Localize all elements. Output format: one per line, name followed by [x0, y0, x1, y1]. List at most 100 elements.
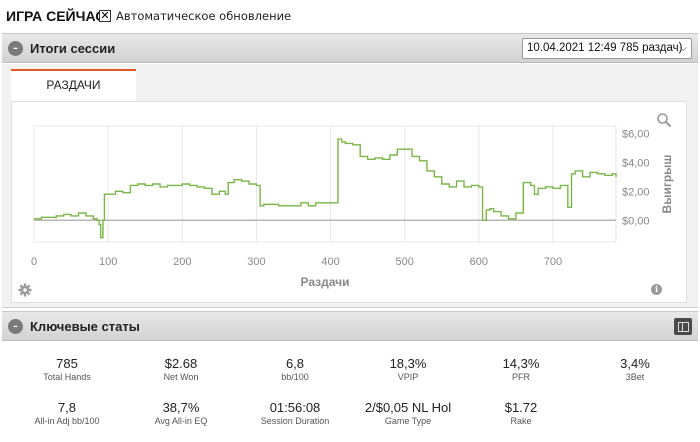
stat-game-type: 2/$0,05 NL Hol Game Type	[353, 400, 463, 426]
chart-area: РАЗДАЧИ	[2, 64, 698, 308]
stat-3bet: 3,4% 3Bet	[580, 356, 690, 382]
data-point	[418, 160, 421, 162]
data-point	[367, 158, 369, 160]
data-point	[493, 210, 495, 213]
stats-panel-title: Ключевые статы	[30, 319, 140, 334]
winnings-chart: 0 100 200 300 400 500 600 700 $0,00 $2,00 $4,00 $6,…	[31, 125, 674, 289]
data-point	[567, 206, 569, 208]
info-icon[interactable]: i	[651, 284, 662, 295]
data-point	[533, 193, 536, 195]
data-point	[203, 187, 206, 189]
data-point	[92, 218, 94, 220]
data-point	[70, 215, 72, 217]
data-point	[337, 138, 339, 140]
data-point	[441, 183, 443, 185]
data-point	[98, 224, 100, 226]
x-tick-label: 300	[247, 256, 265, 268]
data-point	[300, 202, 302, 204]
data-point	[100, 237, 102, 239]
data-point	[196, 186, 198, 188]
stat-value: 01:56:08	[269, 400, 321, 415]
data-point	[574, 170, 576, 172]
data-point	[537, 187, 539, 189]
x-tick-label: 0	[31, 256, 37, 268]
data-point	[224, 193, 226, 195]
data-point	[152, 183, 154, 185]
data-point	[144, 184, 146, 187]
stat-pfr: 14,3% PFR	[466, 356, 576, 382]
session-select-value: 10.04.2021 12:49 785 раздач)	[527, 42, 683, 54]
data-point	[604, 174, 606, 176]
data-point	[426, 170, 428, 172]
data-point	[489, 208, 491, 210]
data-point	[411, 155, 413, 158]
data-point	[96, 219, 98, 221]
data-point	[596, 173, 599, 175]
data-point	[396, 148, 398, 150]
data-point	[352, 144, 354, 146]
y-axis-label: Выигрыш	[660, 155, 674, 214]
x-tick-label: 200	[173, 256, 191, 268]
data-point	[159, 186, 161, 188]
stat-value: 7,8	[57, 400, 77, 415]
session-select[interactable]: 10.04.2021 12:49 785 раздач) ⌵	[522, 38, 692, 59]
stat-session-duration: 01:56:08 Session Duration	[240, 400, 350, 426]
y-tick-label: $0,00	[622, 215, 650, 227]
tab-hands[interactable]: РАЗДАЧИ	[11, 69, 136, 101]
data-point	[359, 155, 361, 158]
chart-container	[11, 101, 687, 303]
auto-update-checkbox[interactable]: ✕	[99, 9, 111, 22]
data-point	[174, 184, 176, 187]
auto-update-label: Автоматическое обновление	[116, 9, 292, 23]
stat-label: Net Won	[163, 372, 199, 382]
zoom-icon[interactable]	[656, 112, 672, 128]
key-stats: 785 Total Hands $2.68 Net Won 6,8 bb/100…	[2, 342, 698, 442]
data-point	[463, 186, 465, 188]
data-point	[292, 205, 295, 207]
data-point	[307, 205, 309, 207]
stat-avg-allin-eq: 38,7% Avg All-in EQ	[126, 400, 236, 426]
stat-label: VPIP	[397, 372, 419, 382]
data-point	[270, 203, 272, 205]
data-point	[552, 187, 554, 189]
session-panel-header: – Итоги сессии 10.04.2021 12:49 785 разд…	[2, 33, 698, 63]
x-axis-label: Раздачи	[301, 275, 350, 289]
plot-frame	[33, 125, 617, 243]
data-point	[389, 154, 391, 156]
data-point	[448, 186, 450, 188]
stat-label: All-in Adj bb/100	[34, 416, 100, 426]
data-point	[433, 176, 435, 178]
data-point	[559, 184, 561, 187]
stat-value: $2.68	[164, 356, 198, 371]
stat-label: PFR	[512, 372, 530, 382]
stat-label: bb/100	[281, 372, 309, 382]
data-point	[248, 183, 250, 185]
stat-bb-100: 6,8 bb/100	[240, 356, 350, 382]
auto-update-toggle[interactable]: ✕ Автоматическое обновление	[99, 9, 291, 23]
stat-rake: $1.72 Rake	[466, 400, 576, 426]
stat-label: Rake	[510, 416, 532, 426]
gear-icon[interactable]	[18, 283, 32, 297]
data-point	[103, 193, 106, 195]
data-point	[315, 202, 317, 204]
x-tick-label: 700	[544, 256, 562, 268]
data-point	[263, 203, 265, 205]
data-point	[77, 212, 80, 214]
stat-label: Avg All-in EQ	[154, 416, 208, 426]
stat-value: 14,3%	[502, 356, 540, 371]
top-bar: ИГРА СЕЙЧАС ✕ Автоматическое обновление	[0, 0, 700, 33]
data-point	[48, 216, 50, 218]
data-point	[582, 176, 584, 178]
data-point	[240, 180, 243, 182]
collapse-session-icon[interactable]: –	[8, 41, 23, 56]
collapse-stats-icon[interactable]: –	[8, 319, 23, 334]
winnings-line	[34, 138, 617, 239]
data-point	[285, 205, 287, 207]
layout-toggle-icon[interactable]	[674, 318, 692, 335]
data-point	[341, 141, 343, 143]
data-point	[500, 215, 502, 217]
data-point	[40, 216, 43, 218]
stats-panel-header: – Ключевые статы	[2, 311, 698, 341]
data-point	[570, 173, 573, 175]
data-point	[329, 202, 332, 204]
